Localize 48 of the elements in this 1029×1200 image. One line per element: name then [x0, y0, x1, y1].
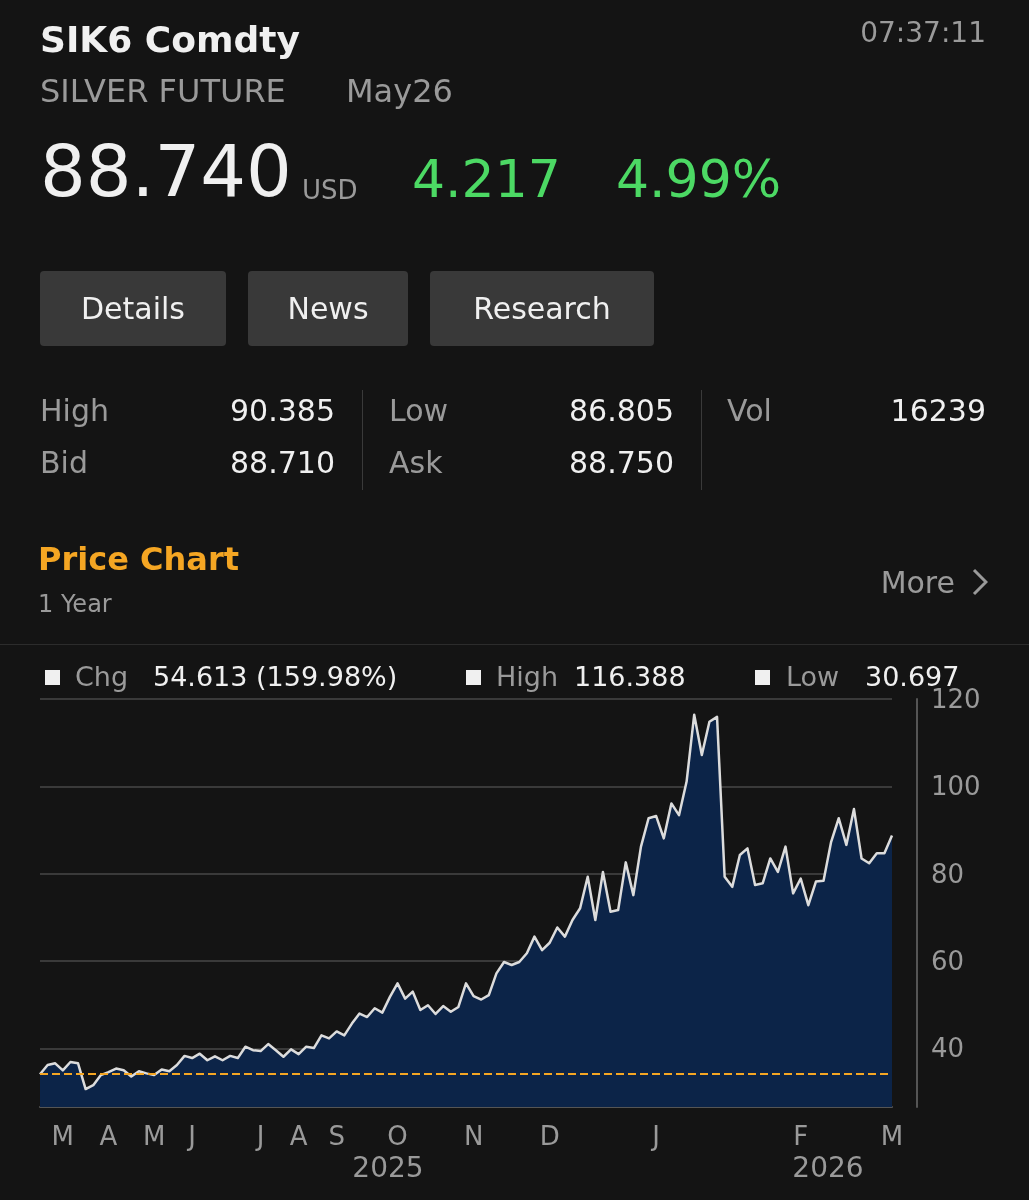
- y-tick-label: 40: [931, 1033, 965, 1064]
- x-tick-label: O: [387, 1121, 408, 1151]
- text: Bid: [40, 444, 88, 480]
- text: Ask: [389, 444, 443, 480]
- x-tick-label: D: [539, 1121, 560, 1151]
- text: Low: [389, 392, 449, 428]
- text: 88.740: [40, 129, 292, 214]
- text: 88.710: [230, 444, 335, 480]
- text: Chg: [75, 661, 129, 693]
- text: More: [880, 564, 955, 600]
- text: 07:37:11: [860, 15, 986, 49]
- x-tick-label: M: [880, 1121, 904, 1151]
- text: Vol: [727, 392, 772, 428]
- text: High: [496, 661, 559, 693]
- text: 90.385: [230, 392, 335, 428]
- y-tick-label: 80: [931, 858, 965, 889]
- x-tick-label: A: [99, 1121, 118, 1151]
- text: 88.750: [569, 444, 674, 480]
- text: 4.217: [412, 149, 561, 210]
- x-tick-label: A: [289, 1121, 308, 1151]
- text: 2026: [792, 1150, 864, 1184]
- text: 4.99%: [616, 149, 782, 210]
- text: 116.388: [574, 661, 686, 693]
- x-tick-label: J: [254, 1121, 265, 1151]
- y-tick-label: 100: [931, 771, 981, 802]
- text: 16239: [890, 392, 986, 428]
- text: Price Chart: [38, 540, 239, 579]
- x-tick-label: J: [186, 1121, 196, 1151]
- x-tick-label: F: [793, 1121, 809, 1151]
- text: Research: [473, 290, 611, 326]
- x-tick-label: J: [650, 1121, 661, 1151]
- text: Details: [80, 290, 186, 326]
- text: 86.805: [569, 392, 674, 428]
- text: High: [40, 392, 109, 428]
- text: Low: [786, 661, 840, 693]
- x-tick-label: S: [328, 1121, 345, 1151]
- text: 2025: [352, 1150, 424, 1184]
- text: USD: [302, 174, 358, 205]
- text: May26: [346, 72, 453, 111]
- chart-title: SIK6 Comdty: [40, 19, 300, 61]
- y-tick-label: 60: [931, 946, 965, 977]
- x-tick-label: N: [463, 1121, 484, 1151]
- text: News: [287, 290, 369, 326]
- text: 1 Year: [38, 589, 112, 618]
- x-tick-label: M: [142, 1121, 166, 1151]
- chart-subtitle: SILVER FUTURE: [40, 72, 286, 111]
- x-tick-label: M: [51, 1121, 75, 1151]
- text: 54.613 (159.98%): [153, 661, 398, 693]
